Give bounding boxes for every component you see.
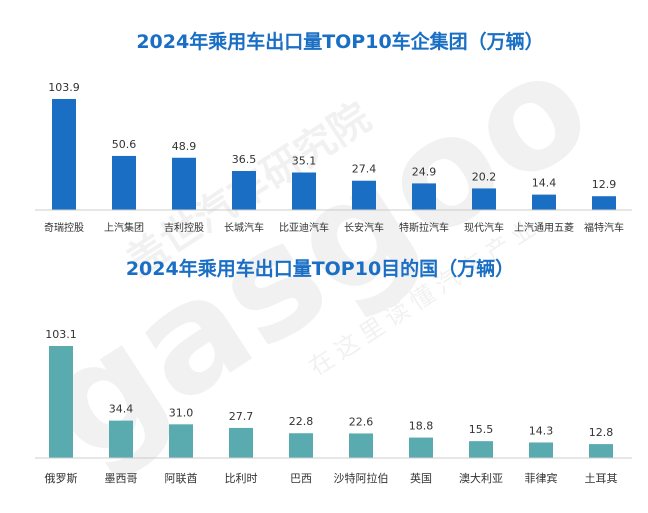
data-label: 22.8 [289,415,314,428]
bar [232,171,256,210]
bar [532,194,556,210]
bar [52,99,76,210]
category-label: 比利时 [225,472,258,485]
data-label: 103.9 [48,81,80,94]
data-label: 14.4 [532,177,557,190]
data-label: 27.4 [352,163,377,176]
chart-top-destinations: 2024年乘用车出口量TOP10目的国（万辆） 103.1 俄罗斯 34.4 墨西哥 3… [35,257,632,485]
category-label: 菲律宾 [525,471,558,485]
bar [289,433,313,458]
data-label: 50.6 [112,138,137,151]
category-label: 俄罗斯 [45,472,78,485]
bar [49,346,73,458]
data-label: 36.5 [232,153,257,166]
bars: 103.1 俄罗斯 34.4 墨西哥 31.0 阿联酋 27.7 比利时 22.8 巴西 22.6 沙… [45,328,618,485]
category-label: 特斯拉汽车 [399,221,449,234]
bar [592,196,616,210]
chart-top-automakers: 2024年乘用车出口量TOP10车企集团（万辆） 103.9 奇瑞控股 50.6 上汽… [35,30,632,234]
category-label: 奇瑞控股 [44,221,84,234]
category-label: 长安汽车 [344,221,384,234]
bar [529,442,553,458]
category-label: 沙特阿拉伯 [334,471,389,485]
category-label: 比亚迪汽车 [279,221,329,234]
category-label: 英国 [410,471,432,485]
chart-title: 2024年乘用车出口量TOP10车企集团（万辆） [136,30,543,53]
category-label: 吉利控股 [164,221,204,234]
data-label: 18.8 [409,420,434,433]
data-label: 48.9 [172,140,197,153]
bar [349,433,373,458]
data-label: 34.4 [109,403,134,416]
bar [169,424,193,458]
bar [172,157,196,210]
bar [409,437,433,458]
category-label: 澳大利亚 [459,471,503,485]
data-label: 12.9 [592,178,617,191]
data-label: 14.3 [529,424,554,437]
chart-title: 2024年乘用车出口量TOP10目的国（万辆） [126,257,514,280]
category-label: 长城汽车 [224,221,264,234]
data-label: 31.0 [169,406,194,419]
category-label: 福特汽车 [584,221,624,234]
data-label: 15.5 [469,423,494,436]
bar [472,188,496,210]
data-label: 22.6 [349,415,374,428]
data-label: 24.9 [412,165,437,178]
category-label: 巴西 [290,472,312,485]
bar [412,183,436,210]
bar [469,441,493,458]
category-label: 土耳其 [585,472,618,485]
data-label: 20.2 [472,170,497,183]
bar [112,155,136,210]
data-label: 27.7 [229,410,254,423]
bar [229,427,253,458]
bars: 103.9 奇瑞控股 50.6 上汽集团 48.9 吉利控股 36.5 长城汽车 35.1 比亚迪… [44,81,624,234]
category-label: 墨西哥 [105,472,138,485]
data-label: 35.1 [292,155,317,168]
category-label: 上汽通用五菱 [514,221,574,234]
bar [292,172,316,210]
data-label: 103.1 [45,328,77,341]
category-label: 上汽集团 [104,221,144,234]
bar [352,180,376,210]
category-label: 现代汽车 [464,221,504,234]
bar [589,444,613,458]
data-label: 12.8 [589,426,614,439]
bar [109,420,133,458]
category-label: 阿联酋 [165,471,198,485]
